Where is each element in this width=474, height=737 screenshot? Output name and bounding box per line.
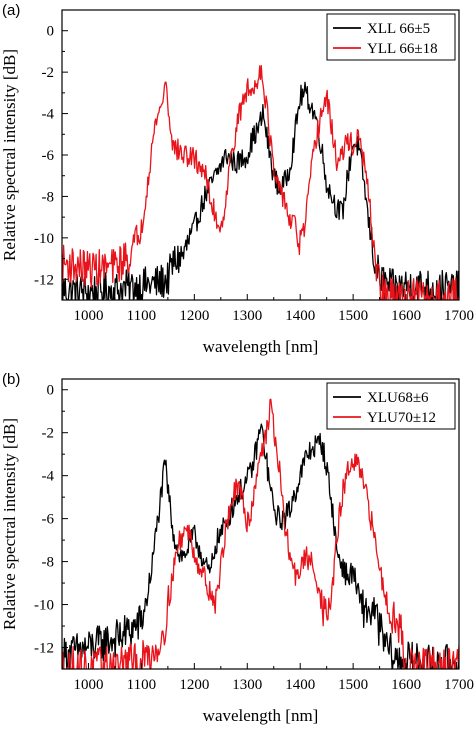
chart-a: 1000 1100 1200 1300 1400 1500 1600 1700 0 -2 -4 -6 -…: [0, 9, 474, 356]
y-tick-label: -10: [34, 598, 54, 614]
x-tick-label: 1000: [73, 677, 103, 693]
x-tick-label: 1700: [444, 677, 474, 693]
y-axis-title: Relative spectral intensity [dB]: [0, 418, 19, 630]
x-tick-label: 1000: [73, 308, 103, 324]
y-tick-label: -4: [42, 469, 55, 485]
x-tick-label: 1100: [127, 677, 156, 693]
x-tick-label: 1500: [338, 677, 368, 693]
legend-entry: YLU70±12: [367, 410, 436, 426]
x-tick-label: 1400: [285, 308, 315, 324]
legend: XLU68±6 YLU70±12: [326, 382, 456, 430]
plot-frame: [61, 378, 460, 670]
legend-entry: YLL 66±18: [367, 41, 438, 57]
panel-label-a: (a): [2, 2, 21, 19]
panel-label-b: (b): [2, 371, 21, 388]
x-axis-title: wavelength [nm]: [203, 337, 319, 356]
series-line-0: [62, 81, 459, 300]
y-tick-label: -12: [34, 272, 54, 288]
x-tick-label: 1200: [179, 308, 209, 324]
x-axis-title: wavelength [nm]: [203, 706, 319, 725]
y-tick-label: -12: [34, 641, 54, 657]
x-tick-label: 1500: [338, 308, 368, 324]
series-line-0: [62, 423, 459, 669]
x-tick-label: 1100: [127, 308, 156, 324]
legend: XLL 66±5 YLL 66±18: [326, 13, 456, 61]
y-tick-label: 0: [47, 383, 55, 399]
chart-panel-a: 1000 1100 1200 1300 1400 1500 1600 1700 0 -2 -4 -6 -…: [0, 0, 474, 368]
y-tick-label: -6: [42, 148, 55, 164]
legend-entry: XLL 66±5: [367, 21, 430, 37]
y-tick-label: -8: [42, 555, 55, 571]
x-tick-label: 1400: [285, 677, 315, 693]
y-axis-title: Relative spectral intensity [dB]: [0, 49, 19, 261]
y-tick-label: 0: [47, 24, 55, 40]
x-tick-label: 1300: [232, 677, 262, 693]
x-tick-label: 1600: [391, 677, 421, 693]
x-tick-label: 1600: [391, 308, 421, 324]
y-tick-label: -2: [42, 426, 55, 442]
y-tick-label: -6: [42, 512, 55, 528]
x-tick-label: 1700: [444, 308, 474, 324]
y-tick-label: -8: [42, 189, 55, 205]
x-tick-label: 1200: [179, 677, 209, 693]
x-tick-label: 1300: [232, 308, 262, 324]
series-line-1: [62, 65, 459, 300]
y-tick-label: -10: [34, 231, 54, 247]
legend-entry: XLU68±6: [367, 390, 429, 406]
chart-panel-b: 1000 1100 1200 1300 1400 1500 1600 1700 0 -2 -4 -6 -…: [0, 369, 474, 737]
y-tick-label: -2: [42, 65, 55, 81]
chart-b: 1000 1100 1200 1300 1400 1500 1600 1700 0 -2 -4 -6 -…: [0, 378, 474, 725]
y-tick-label: -4: [42, 107, 55, 123]
